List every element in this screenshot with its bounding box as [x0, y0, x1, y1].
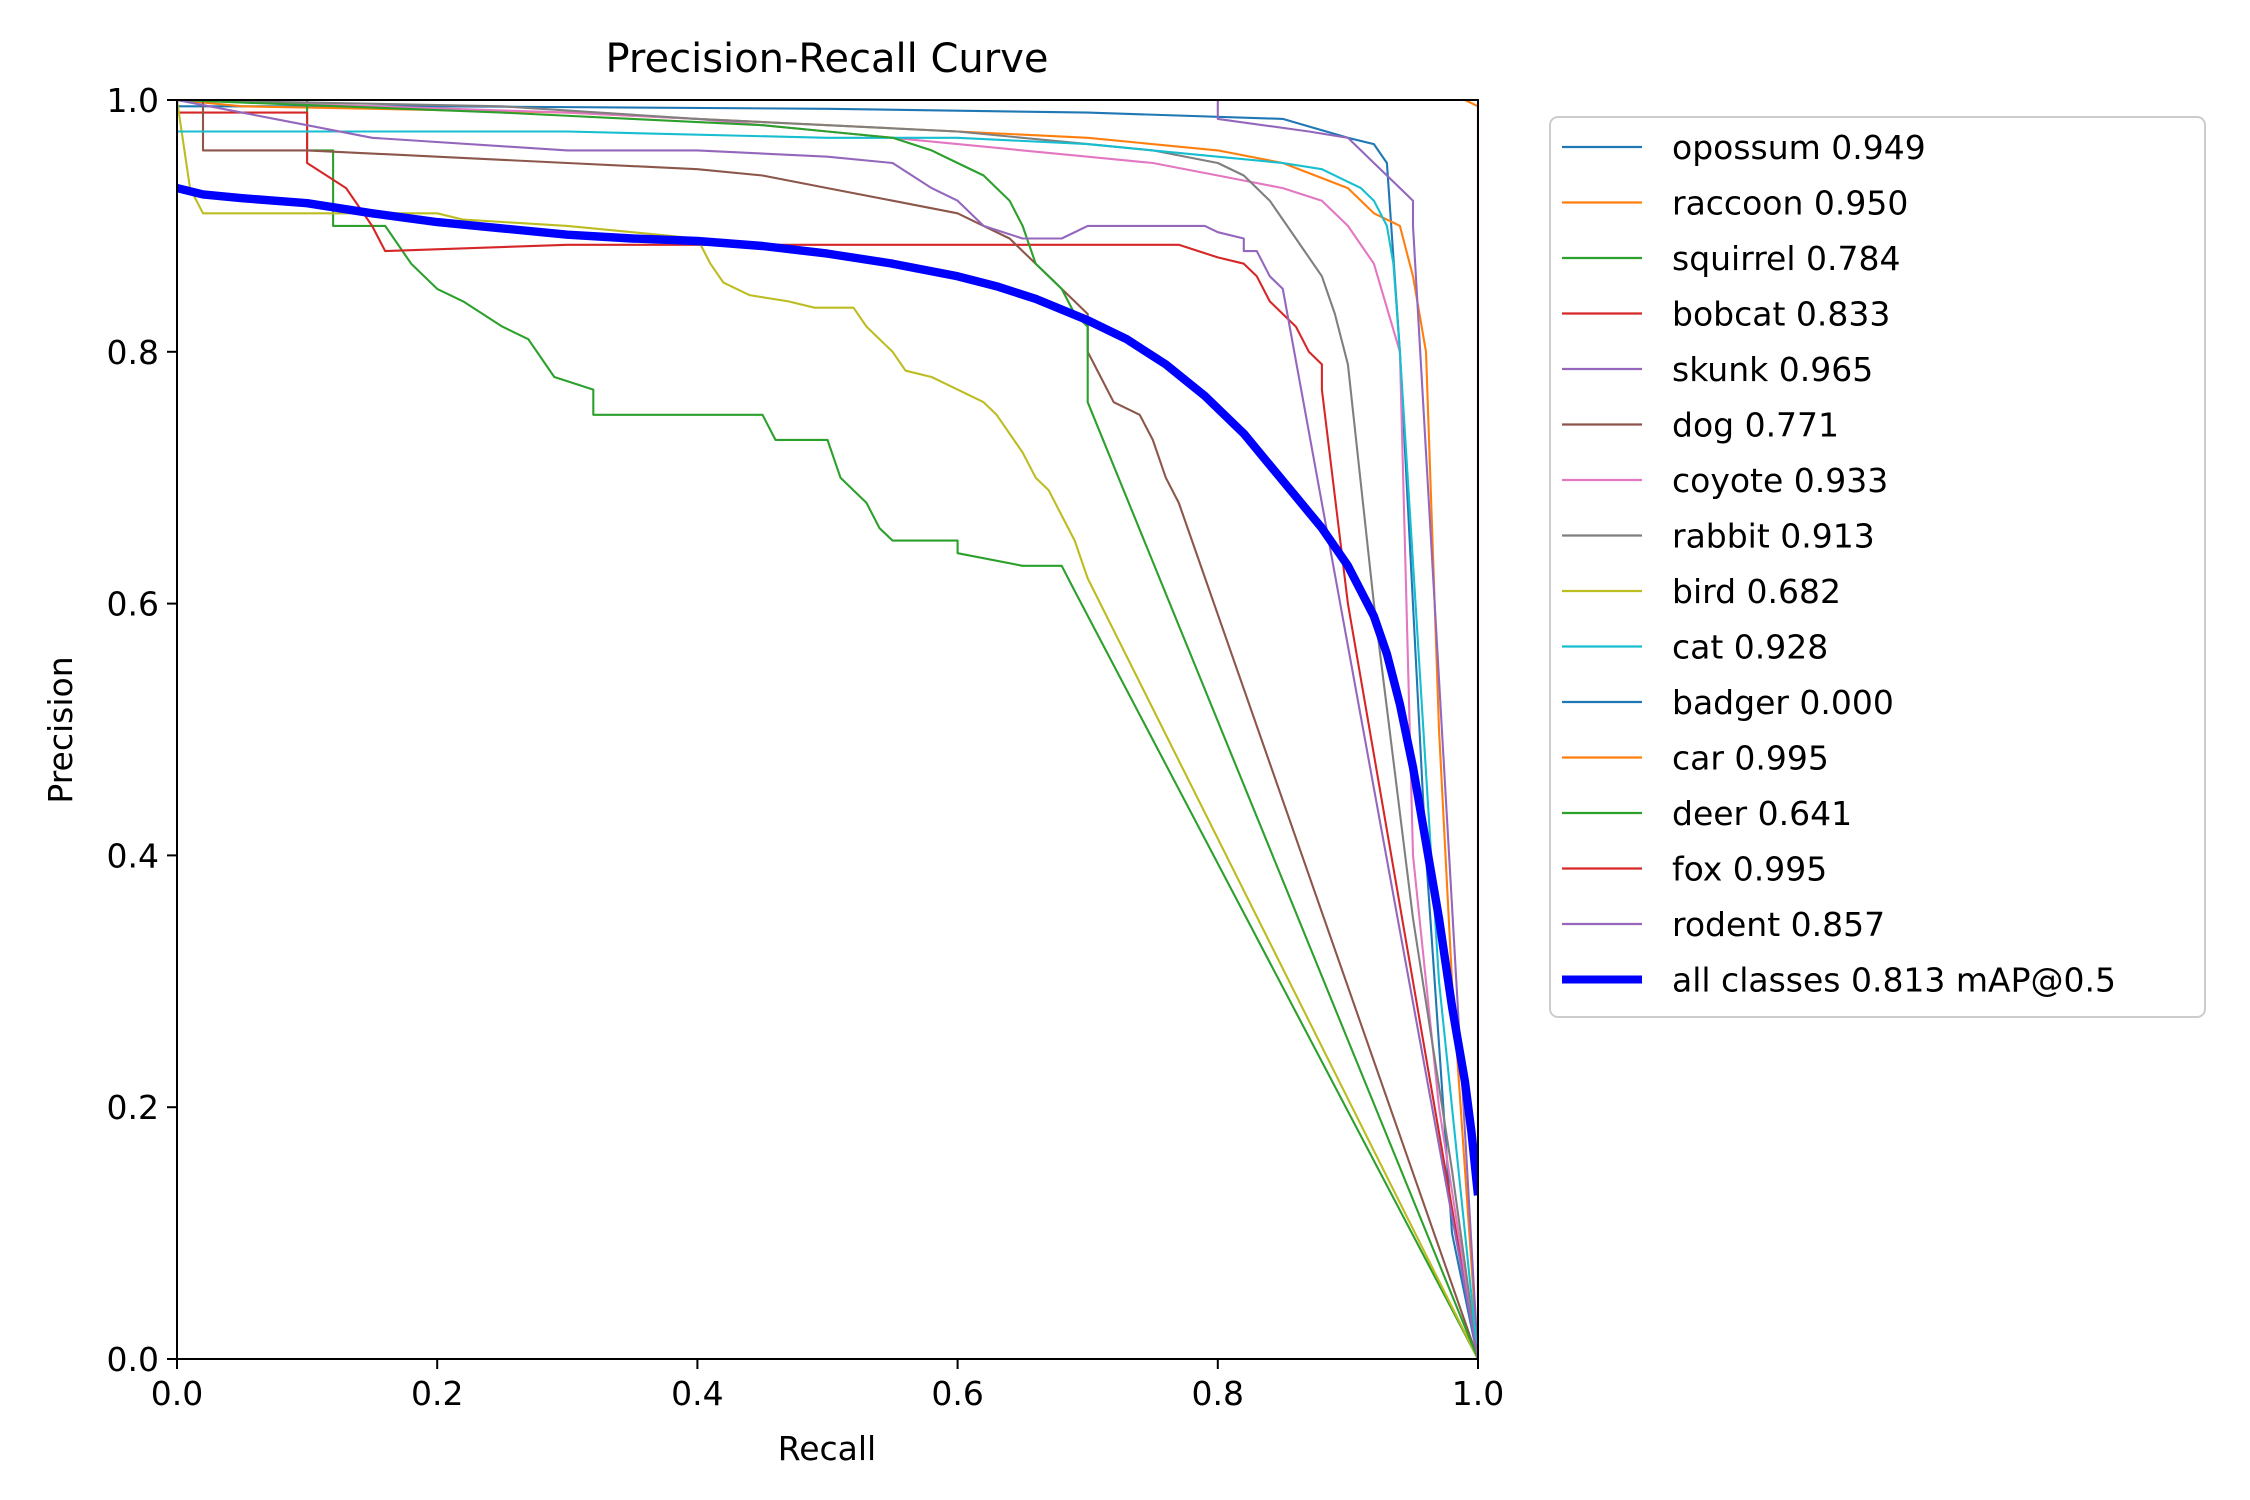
legend-label-rodent: rodent 0.857: [1672, 905, 1885, 944]
x-axis-label: Recall: [778, 1429, 876, 1468]
x-tick-label: 0.8: [1192, 1374, 1244, 1413]
series-line-skunk: [177, 100, 1478, 1359]
legend-label-skunk: skunk 0.965: [1672, 350, 1873, 389]
legend-label-car: car 0.995: [1672, 739, 1829, 778]
x-tick-label: 0.4: [671, 1374, 723, 1413]
legend-frame: [1549, 116, 2206, 1018]
legend: opossum 0.949 raccoon 0.950 squirrel 0.784…: [1549, 116, 2206, 1018]
series-line-cat: [177, 130, 1478, 1359]
x-tick-label: 1.0: [1452, 1374, 1504, 1413]
axes-layer: 0.0 0.2 0.4 0.6 0.8 1.0 0.0 0.2 0.4 0.6 0.8 1.0: [107, 81, 1505, 1413]
legend-label-deer: deer 0.641: [1672, 794, 1852, 833]
legend-label-opossum: opossum 0.949: [1672, 128, 1926, 167]
legend-label-coyote: coyote 0.933: [1672, 461, 1888, 500]
y-tick-label: 0.6: [107, 585, 159, 624]
legend-label-bird: bird 0.682: [1672, 572, 1841, 611]
series-line-dog: [177, 100, 1478, 1359]
y-axis-label: Precision: [41, 656, 80, 803]
y-tick-label: 0.4: [107, 836, 159, 875]
series-line-bird: [177, 100, 1478, 1359]
legend-label-all-classes: all classes 0.813 mAP@0.5: [1672, 961, 2116, 1000]
series-layer: [177, 100, 1478, 1359]
y-tick-label: 1.0: [107, 81, 159, 120]
legend-label-dog: dog 0.771: [1672, 406, 1839, 445]
legend-label-badger: badger 0.000: [1672, 683, 1894, 722]
legend-label-cat: cat 0.928: [1672, 628, 1828, 667]
plot-frame: [176, 99, 1479, 1360]
series-line-bobcat: [177, 111, 1478, 1359]
series-line-opossum: [177, 105, 1478, 1359]
chart-title: Precision-Recall Curve: [606, 36, 1049, 82]
legend-label-fox: fox 0.995: [1672, 850, 1827, 889]
x-tick-label: 0.0: [151, 1374, 203, 1413]
x-tick-label: 0.2: [411, 1374, 463, 1413]
legend-label-raccoon: raccoon 0.950: [1672, 184, 1908, 223]
legend-label-squirrel: squirrel 0.784: [1672, 239, 1901, 278]
y-tick-label: 0.0: [107, 1340, 159, 1379]
x-tick-label: 0.6: [931, 1374, 983, 1413]
y-tick-label: 0.8: [107, 333, 159, 372]
series-line-rodent: [177, 100, 1478, 1359]
legend-label-rabbit: rabbit 0.913: [1672, 517, 1875, 556]
series-line-rabbit: [177, 100, 1478, 1359]
y-tick-label: 0.2: [107, 1088, 159, 1127]
legend-label-bobcat: bobcat 0.833: [1672, 295, 1890, 334]
series-line-all-classes: [177, 184, 1478, 1196]
series-line-squirrel: [177, 100, 1478, 1359]
